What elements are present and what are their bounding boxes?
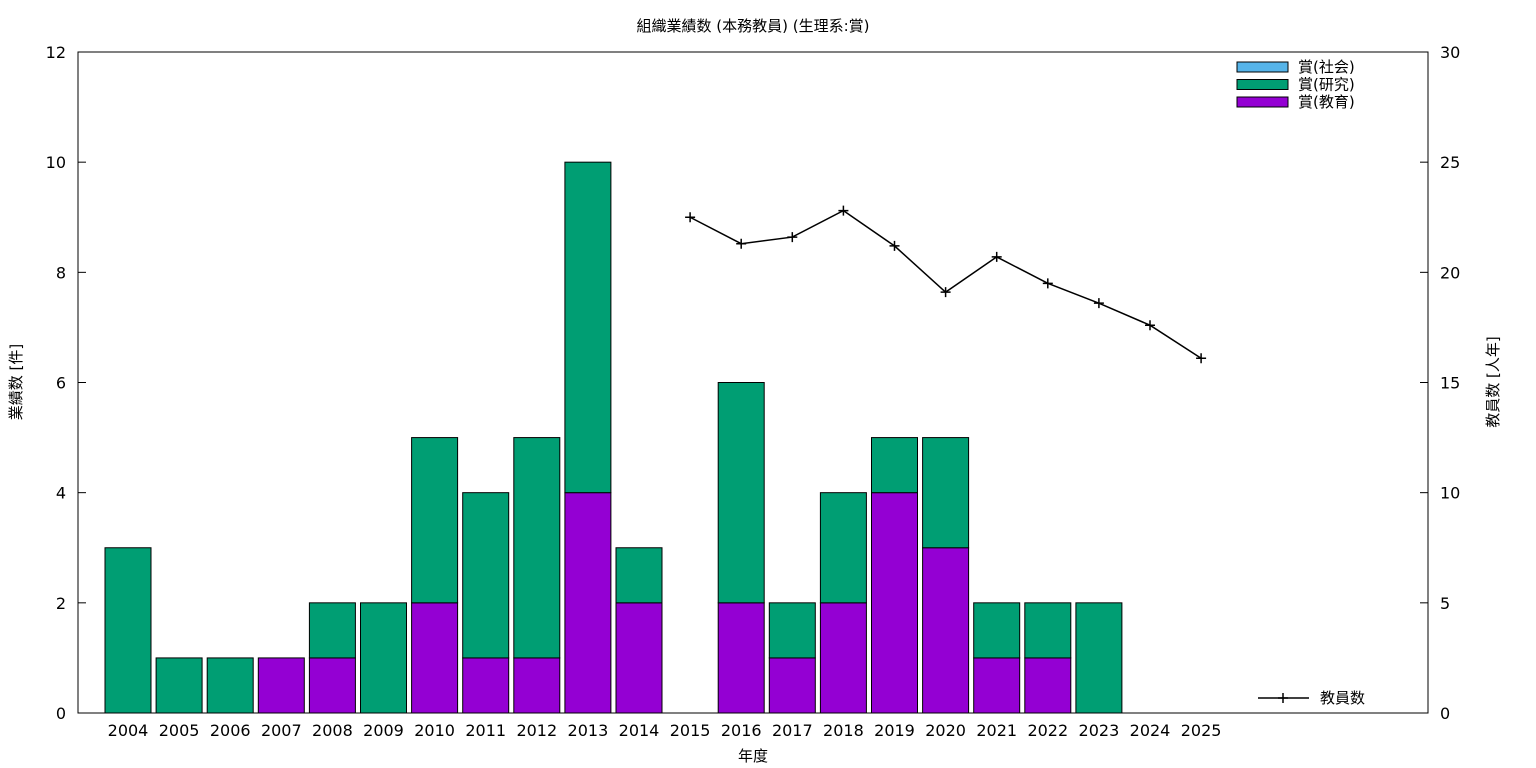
bar-2013-series-1 [564, 161, 612, 494]
x-tick-label: 2020 [925, 721, 966, 740]
y2-tick-label: 20 [1440, 263, 1460, 282]
bar-2010-series-0 [411, 602, 459, 714]
bar-2007-series-0 [257, 657, 305, 714]
x-tick-label: 2016 [721, 721, 762, 740]
chart-title: 組織業績数 (本務教員) (生理系:賞) [637, 17, 870, 35]
bar-2012-series-1 [513, 437, 561, 659]
bar-2011-series-1 [462, 492, 510, 659]
bar-2006-series-1 [206, 657, 254, 714]
x-tick-label: 2009 [363, 721, 404, 740]
bar-2019-series-0 [871, 492, 918, 714]
bar-2023-series-1 [1075, 602, 1123, 714]
y-tick-label: 12 [46, 43, 66, 62]
bar-2018-series-1 [819, 492, 867, 604]
legend-swatch-0 [1236, 96, 1289, 108]
legend-label-0: 賞(教育) [1298, 93, 1355, 111]
x-tick-label: 2007 [261, 721, 302, 740]
y2-tick-label: 10 [1440, 484, 1460, 503]
bar-2017-series-0 [768, 657, 816, 714]
bar-2019-series-1 [871, 437, 918, 494]
x-tick-label: 2025 [1181, 721, 1222, 740]
x-tick-label: 2014 [619, 721, 660, 740]
line-point [1042, 278, 1053, 289]
bar-2016-series-1 [717, 382, 765, 604]
x-tick-label: 2019 [874, 721, 915, 740]
y-tick-label: 6 [56, 374, 66, 393]
line-point [1093, 298, 1104, 309]
bar-2008-series-1 [308, 602, 356, 659]
legend: 賞(社会)賞(研究)賞(教育) 教員数 [1236, 58, 1365, 707]
y2-axis-label: 教員数 [人年] [1484, 336, 1502, 427]
bar-2013-series-0 [564, 492, 612, 714]
y-tick-label: 10 [46, 153, 66, 172]
y2-tick-label: 25 [1440, 153, 1460, 172]
x-tick-label: 2023 [1079, 721, 1120, 740]
bar-2011-series-0 [462, 657, 510, 714]
legend-swatch-1 [1236, 79, 1289, 90]
plot-area [104, 161, 1207, 714]
bar-2018-series-0 [819, 602, 867, 714]
bar-2005-series-1 [155, 657, 203, 714]
x-axis-label: 年度 [738, 747, 768, 765]
y-axis-label: 業績数 [件] [7, 344, 25, 420]
legend-line-label: 教員数 [1320, 689, 1365, 707]
y2-tick-label: 0 [1440, 704, 1450, 723]
bar-2004-series-1 [104, 547, 152, 714]
line-point [787, 232, 798, 243]
x-tick-label: 2011 [465, 721, 506, 740]
line-point [1196, 353, 1207, 364]
legend-label-2: 賞(社会) [1298, 58, 1355, 76]
x-tick-label: 2021 [976, 721, 1017, 740]
bar-2021-series-0 [973, 657, 1021, 714]
line-point [940, 287, 951, 298]
x-tick-label: 2012 [516, 721, 557, 740]
bar-2020-series-1 [922, 437, 970, 549]
y2-tick-label: 15 [1440, 374, 1460, 393]
x-tick-label: 2018 [823, 721, 864, 740]
x-tick-label: 2013 [568, 721, 609, 740]
x-tick-label: 2017 [772, 721, 813, 740]
line-point [736, 238, 747, 249]
x-tick-label: 2004 [108, 721, 149, 740]
x-tick-label: 2010 [414, 721, 455, 740]
x-tick-label: 2015 [670, 721, 711, 740]
bar-2022-series-1 [1024, 602, 1072, 659]
bar-2014-series-0 [615, 602, 663, 714]
line-point [991, 251, 1002, 262]
x-tick-label: 2024 [1130, 721, 1171, 740]
x-tick-label: 2005 [159, 721, 200, 740]
bar-2021-series-1 [973, 602, 1021, 659]
x-tick-label: 2022 [1027, 721, 1068, 740]
y-tick-label: 2 [56, 594, 66, 613]
x-tick-label: 2006 [210, 721, 251, 740]
legend-line-marker [1278, 693, 1288, 703]
x-tick-label: 2008 [312, 721, 353, 740]
y2-tick-label: 30 [1440, 43, 1460, 62]
legend-swatch-2 [1236, 61, 1289, 73]
legend-label-1: 賞(研究) [1298, 76, 1355, 94]
y-tick-label: 8 [56, 263, 66, 282]
line-faculty-count [689, 209, 1202, 359]
line-point [685, 212, 696, 223]
bar-2017-series-1 [768, 602, 816, 659]
bar-2012-series-0 [513, 657, 561, 714]
y2-tick-label: 5 [1440, 594, 1450, 613]
bar-2016-series-0 [717, 602, 765, 714]
bar-2020-series-0 [922, 547, 970, 714]
bar-2009-series-1 [360, 602, 407, 714]
bar-2008-series-0 [308, 657, 356, 714]
bar-2010-series-1 [411, 437, 459, 604]
y-tick-label: 0 [56, 704, 66, 723]
line-point [889, 240, 900, 251]
line-point [1145, 320, 1155, 331]
y-tick-label: 4 [56, 484, 66, 503]
line-point [838, 205, 849, 216]
bar-2022-series-0 [1024, 657, 1072, 714]
bar-2014-series-1 [615, 547, 663, 604]
